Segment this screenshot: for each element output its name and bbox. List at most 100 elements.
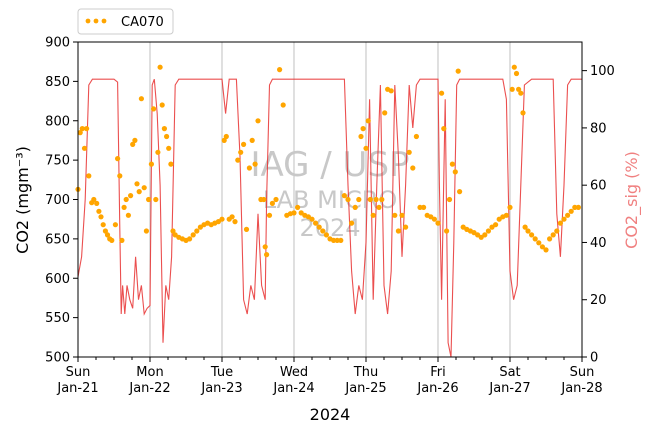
ca070-point-76 bbox=[273, 196, 279, 203]
ca070-point-165 bbox=[565, 212, 571, 218]
grid-lines bbox=[149, 42, 511, 357]
x-tick-label-date-4: Jan-25 bbox=[344, 381, 386, 396]
ca070-point-109 bbox=[382, 110, 388, 116]
y-right-tick-label-2: 40 bbox=[590, 236, 607, 251]
ca070-point-116 bbox=[406, 149, 412, 155]
ca070-point-162 bbox=[554, 228, 560, 234]
ca070-point-86 bbox=[309, 216, 315, 222]
ca070-point-65 bbox=[243, 226, 250, 232]
x-tick-label-weekday-5: Fri bbox=[430, 365, 446, 380]
x-tick-label-weekday-6: Sat bbox=[499, 365, 520, 380]
ca070-point-166 bbox=[568, 208, 574, 214]
ca070-point-90 bbox=[323, 232, 329, 238]
ca070-point-88 bbox=[316, 224, 322, 230]
ca070-point-17 bbox=[115, 156, 121, 162]
y-left-tick-label-6: 800 bbox=[45, 114, 70, 129]
ca070-point-49 bbox=[194, 228, 200, 234]
y-right-tick-label-3: 60 bbox=[590, 179, 607, 194]
ca070-point-106 bbox=[373, 196, 379, 203]
ca070-point-115 bbox=[403, 224, 409, 230]
ca070-point-140 bbox=[485, 228, 491, 234]
ca070-point-100 bbox=[358, 133, 364, 140]
ca070-point-151 bbox=[518, 90, 524, 96]
y-axis-right: 0 20 40 60 80 100 bbox=[582, 64, 615, 366]
ca070-point-37 bbox=[159, 102, 165, 108]
x-tick-label-weekday-4: Thu bbox=[353, 365, 378, 380]
x-tick-label-date-6: Jan-27 bbox=[488, 381, 530, 396]
co2-sig-line-series bbox=[77, 78, 582, 358]
ca070-point-95 bbox=[341, 193, 347, 199]
ca070-point-118 bbox=[413, 133, 419, 140]
ca070-point-39 bbox=[164, 133, 170, 140]
ca070-point-64 bbox=[241, 141, 247, 147]
y-left-tick-label-2: 600 bbox=[45, 272, 70, 287]
ca070-point-119 bbox=[417, 204, 423, 210]
ca070-point-16 bbox=[112, 222, 118, 228]
legend-marker-ca070-1 bbox=[85, 18, 91, 24]
ca070-point-93 bbox=[334, 237, 340, 243]
x-tick-label-date-0: Jan-21 bbox=[56, 381, 98, 396]
x-tick-label-weekday-0: Sun bbox=[66, 365, 91, 380]
y-axis-right-title: CO2_sig (%) bbox=[622, 151, 642, 249]
y-left-tick-label-1: 550 bbox=[45, 311, 70, 326]
ca070-point-41 bbox=[168, 161, 174, 167]
ca070-point-103 bbox=[365, 118, 371, 124]
x-tick-label-date-2: Jan-23 bbox=[200, 381, 242, 396]
ca070-point-132 bbox=[457, 189, 463, 195]
x-axis: SunJan-21MonJan-22TueJan-23WedJan-24ThuJ… bbox=[56, 357, 603, 396]
ca070-point-35 bbox=[155, 149, 161, 155]
ca070-point-4 bbox=[84, 126, 90, 132]
ca070-point-71 bbox=[261, 196, 267, 203]
y-axis-left-title: CO2 (mgm⁻³) bbox=[13, 146, 32, 254]
ca070-point-7 bbox=[91, 196, 97, 203]
ca070-point-117 bbox=[410, 165, 416, 171]
ca070-point-150 bbox=[516, 86, 522, 92]
ca070-point-26 bbox=[134, 181, 140, 187]
ca070-point-57 bbox=[221, 137, 227, 143]
ca070-point-157 bbox=[536, 240, 542, 246]
ca070-point-155 bbox=[529, 232, 535, 238]
ca070-point-98 bbox=[352, 204, 358, 210]
ca070-point-74 bbox=[266, 212, 273, 218]
ca070-point-111 bbox=[388, 88, 394, 94]
y-right-tick-label-1: 20 bbox=[590, 293, 607, 308]
ca070-point-5 bbox=[86, 173, 92, 179]
legend: CA070 bbox=[77, 8, 174, 35]
co2-sig-line bbox=[77, 78, 582, 358]
y-left-tick-label-0: 500 bbox=[45, 351, 70, 366]
ca070-point-13 bbox=[104, 232, 111, 238]
ca070-point-120 bbox=[421, 204, 427, 210]
legend-label-ca070: CA070 bbox=[121, 15, 164, 30]
ca070-point-161 bbox=[550, 232, 556, 238]
ca070-point-128 bbox=[446, 196, 453, 203]
ca070-point-1 bbox=[77, 130, 83, 136]
ca070-point-123 bbox=[431, 216, 437, 222]
ca070-point-113 bbox=[395, 228, 401, 234]
ca070-point-127 bbox=[444, 228, 450, 234]
ca070-point-28 bbox=[138, 96, 144, 102]
ca070-point-27 bbox=[136, 189, 142, 195]
ca070-point-73 bbox=[264, 252, 270, 258]
ca070-point-8 bbox=[94, 200, 100, 206]
ca070-point-153 bbox=[522, 224, 528, 230]
ca070-point-89 bbox=[320, 228, 326, 234]
ca070-point-167 bbox=[572, 204, 578, 210]
ca070-point-38 bbox=[161, 126, 167, 132]
ca070-point-147 bbox=[509, 86, 515, 92]
ca070-point-19 bbox=[119, 237, 125, 243]
ca070-point-47 bbox=[187, 236, 193, 242]
ca070-point-81 bbox=[291, 210, 297, 216]
y-right-tick-label-5: 100 bbox=[590, 64, 615, 79]
ca070-point-158 bbox=[539, 244, 546, 250]
ca070-point-145 bbox=[503, 212, 509, 218]
ca070-point-114 bbox=[399, 212, 405, 218]
x-tick-label-weekday-3: Wed bbox=[280, 365, 308, 380]
ca070-point-22 bbox=[125, 212, 131, 218]
ca070-point-159 bbox=[543, 247, 549, 253]
ca070-point-3 bbox=[81, 145, 88, 151]
ca070-point-23 bbox=[128, 193, 134, 199]
ca070-point-15 bbox=[109, 237, 115, 243]
ca070-point-101 bbox=[360, 126, 366, 132]
x-tick-label-date-7: Jan-28 bbox=[560, 381, 602, 396]
